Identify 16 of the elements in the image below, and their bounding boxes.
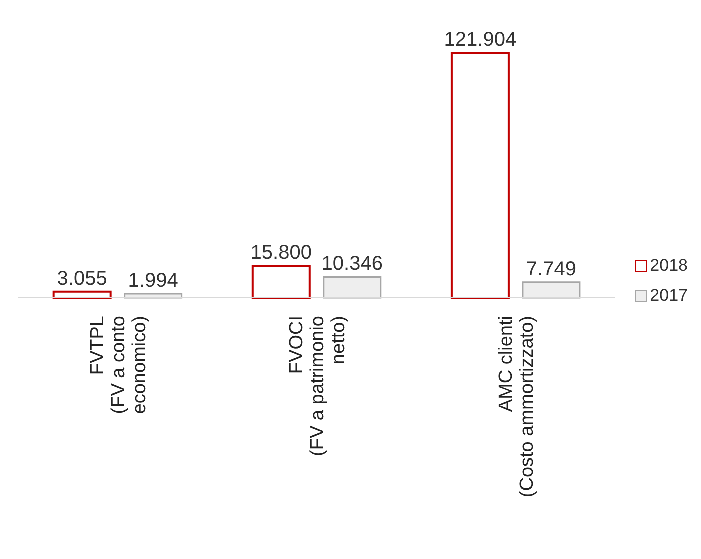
legend-label: 2018 [649, 256, 688, 276]
bar [450, 52, 510, 299]
x-tick-label: FVOCI (FV a patrimonio netto) [286, 316, 350, 456]
bar [124, 293, 183, 299]
legend-label: 2017 [649, 286, 688, 306]
data-label: 7.749 [526, 258, 576, 280]
x-tick-label: FVTPL (FV a conto economico) [88, 316, 151, 414]
bar [522, 282, 581, 299]
bar [252, 265, 311, 299]
data-label: 1.994 [128, 270, 178, 292]
data-label: 15.800 [250, 242, 312, 264]
data-label: 10.346 [322, 253, 383, 276]
data-label: 121.904 [444, 29, 517, 51]
x-tick-label: AMC clienti (Costo ammortizzato) [496, 316, 538, 498]
data-label: 3.055 [57, 268, 108, 290]
bar [323, 276, 382, 299]
